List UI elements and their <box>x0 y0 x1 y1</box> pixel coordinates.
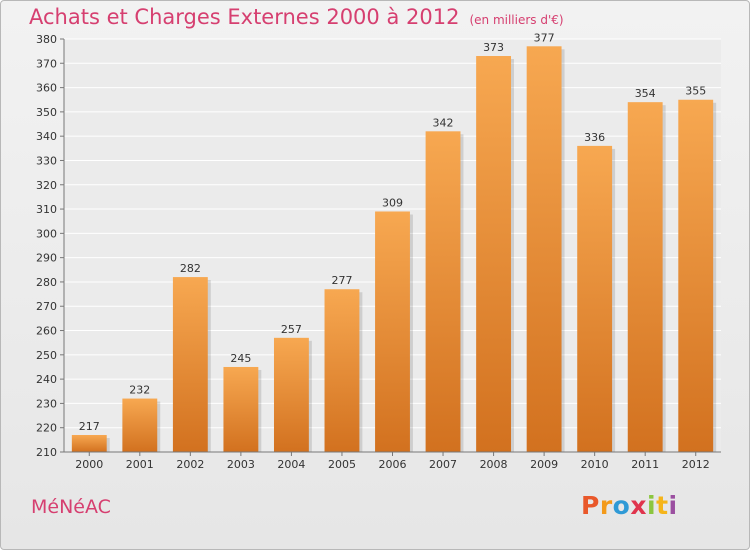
axes: 210 220 230 240 250 260 270 280 290 300 310 320 330 3… <box>36 33 721 471</box>
y-tick-label: 210 <box>36 446 57 459</box>
bar-value-label: 277 <box>331 274 352 287</box>
bar <box>375 211 410 452</box>
bar-value-label: 309 <box>382 196 403 209</box>
logo-letter: x <box>630 491 647 520</box>
bar-value-label: 377 <box>534 31 555 44</box>
proxiti-logo: Proxiti <box>581 491 678 520</box>
bar-value-label: 245 <box>230 352 251 365</box>
x-tick-label: 2007 <box>429 458 457 471</box>
x-tick-label: 2009 <box>530 458 558 471</box>
y-tick-label: 380 <box>36 33 57 46</box>
x-tick-label: 2004 <box>277 458 305 471</box>
bar <box>122 398 158 452</box>
logo-letter: i <box>647 491 657 520</box>
bar <box>678 99 714 452</box>
x-tick-label: 2012 <box>682 458 710 471</box>
y-tick-label: 290 <box>36 252 57 265</box>
chart-title: Achats et Charges Externes 2000 à 2012 (e… <box>29 5 564 29</box>
bar-value-label: 257 <box>281 323 302 336</box>
logo-letter: t <box>656 491 669 520</box>
bar-value-label: 232 <box>129 384 150 397</box>
bar <box>273 337 309 452</box>
y-tick-label: 330 <box>36 154 57 167</box>
logo-letter: P <box>581 491 600 520</box>
chart-title-unit: (en milliers d'€) <box>469 13 564 27</box>
x-tick-label: 2011 <box>631 458 659 471</box>
y-tick-label: 280 <box>36 276 57 289</box>
y-tick-label: 230 <box>36 397 57 410</box>
bar-value-label: 355 <box>685 85 706 98</box>
x-tick-label: 2005 <box>328 458 356 471</box>
bar-value-label: 282 <box>180 262 201 275</box>
y-tick-label: 260 <box>36 325 57 338</box>
bar <box>172 277 208 452</box>
x-tick-label: 2010 <box>581 458 609 471</box>
x-tick-label: 2003 <box>227 458 255 471</box>
logo-letter: r <box>599 491 613 520</box>
logo-letter: o <box>612 491 631 520</box>
y-tick-label: 220 <box>36 422 57 435</box>
bar-value-label: 217 <box>79 420 100 433</box>
bars: 217 232 282 245 257 277 309 342 373 377 336 354 355 <box>71 31 717 453</box>
bar <box>526 46 562 452</box>
bar <box>223 366 259 452</box>
bar-value-label: 354 <box>635 87 656 100</box>
x-tick-label: 2000 <box>75 458 103 471</box>
y-tick-label: 370 <box>36 57 57 70</box>
bar-value-label: 373 <box>483 41 504 54</box>
bar <box>476 56 512 452</box>
y-tick-label: 320 <box>36 179 57 192</box>
commune-name: MéNéAC <box>31 496 111 518</box>
y-tick-label: 310 <box>36 203 57 216</box>
y-tick-label: 270 <box>36 300 57 313</box>
x-tick-label: 2001 <box>126 458 154 471</box>
logo-letter: i <box>668 491 678 520</box>
bar <box>577 145 613 453</box>
chart-title-main: Achats et Charges Externes 2000 à 2012 <box>29 5 460 29</box>
bar-value-label: 336 <box>584 131 605 144</box>
y-tick-label: 360 <box>36 82 57 95</box>
bar-value-label: 342 <box>433 116 454 129</box>
y-tick-label: 340 <box>36 130 57 143</box>
x-tick-label: 2002 <box>176 458 204 471</box>
bar <box>627 102 663 452</box>
bar <box>425 131 461 453</box>
y-tick-label: 250 <box>36 349 57 362</box>
bar <box>324 289 360 452</box>
bar <box>71 434 107 452</box>
x-tick-label: 2006 <box>379 458 407 471</box>
y-tick-label: 350 <box>36 106 57 119</box>
y-tick-label: 300 <box>36 227 57 240</box>
y-tick-label: 240 <box>36 373 57 386</box>
x-tick-label: 2008 <box>480 458 508 471</box>
